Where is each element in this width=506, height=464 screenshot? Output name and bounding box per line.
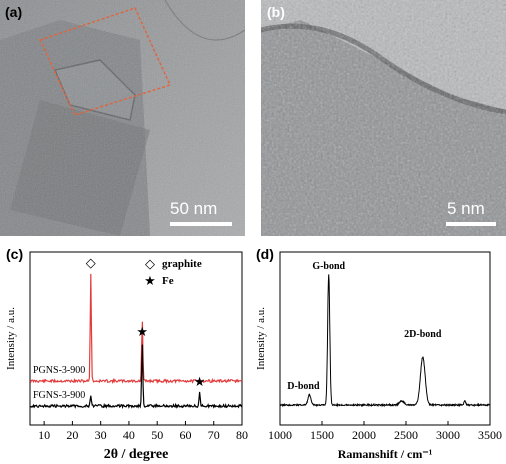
- x-tick-label: 30: [95, 428, 107, 442]
- x-tick-label: 3500: [478, 428, 502, 442]
- legend-label: graphite: [162, 258, 202, 270]
- plot-frame: [29, 251, 243, 426]
- scalebar-label-a: 50 nm: [170, 199, 218, 218]
- series-line: [29, 344, 243, 410]
- peak-marker: ★: [194, 374, 206, 389]
- panel-d-raman-chart: (d) 1000 1500 2000 2500 3000 3500 Ramanshift /…: [250, 240, 506, 464]
- panel-label-d: (d): [256, 246, 274, 262]
- peak-annotation: G-bond: [312, 261, 345, 272]
- tem-image-b: [261, 0, 506, 236]
- series-line: [29, 273, 243, 385]
- legend-marker: ◇: [145, 256, 155, 271]
- x-tick-label: 1000: [268, 428, 292, 442]
- legend-marker: ★: [144, 273, 156, 288]
- x-tick-label: 40: [123, 428, 135, 442]
- x-axis-label: Ramanshift / cm⁻¹: [338, 447, 433, 461]
- x-tick-label: 60: [179, 428, 191, 442]
- x-tick-label: 3000: [436, 428, 460, 442]
- raman-spectrum-line: [279, 274, 491, 408]
- scalebar-label-b: 5 nm: [447, 199, 485, 218]
- raman-chart: 1000 1500 2000 2500 3000 3500 Ramanshift / cm⁻…: [255, 251, 502, 461]
- plot-frame: [279, 251, 491, 426]
- peak-marker: ★: [136, 324, 148, 339]
- x-tick-label: 2500: [394, 428, 418, 442]
- series-label: PGNS-3-900: [33, 365, 85, 376]
- x-tick-label: 1500: [310, 428, 334, 442]
- xrd-chart: 10 20 30 40 50 60 70 80 2θ / degree Intensity / a…: [5, 251, 248, 462]
- panel-b-hrtem-image: (b) 5 nm: [261, 0, 506, 236]
- peak-marker: ◇: [86, 255, 96, 270]
- x-axis-label: 2θ / degree: [104, 447, 169, 462]
- peak-annotation: 2D-bond: [404, 329, 442, 340]
- panel-label-c: (c): [6, 246, 24, 262]
- legend-label: Fe: [162, 275, 174, 287]
- panel-label-b: (b): [267, 4, 285, 20]
- panel-label-a: (a): [5, 4, 23, 20]
- x-tick-label: 2000: [352, 428, 376, 442]
- y-axis-label: Intensity / a.u.: [5, 307, 17, 370]
- panel-c-xrd-chart: (c) 10 20 30 40 50 60 70 80 2θ / degree Intensity…: [0, 240, 250, 464]
- y-axis-label: Intensity / a.u.: [255, 307, 267, 370]
- tem-image-a: [0, 0, 245, 236]
- peak-annotation: D-bond: [287, 381, 320, 392]
- x-tick-label: 10: [38, 428, 50, 442]
- scalebar-a: [170, 222, 232, 226]
- x-tick-label: 70: [208, 428, 220, 442]
- series-label: FGNS-3-900: [33, 390, 85, 401]
- x-tick-label: 20: [66, 428, 78, 442]
- panel-a-tem-image: (a) 50 nm: [0, 0, 245, 236]
- scalebar-b: [446, 222, 496, 226]
- x-tick-label: 80: [236, 428, 248, 442]
- x-tick-label: 50: [151, 428, 163, 442]
